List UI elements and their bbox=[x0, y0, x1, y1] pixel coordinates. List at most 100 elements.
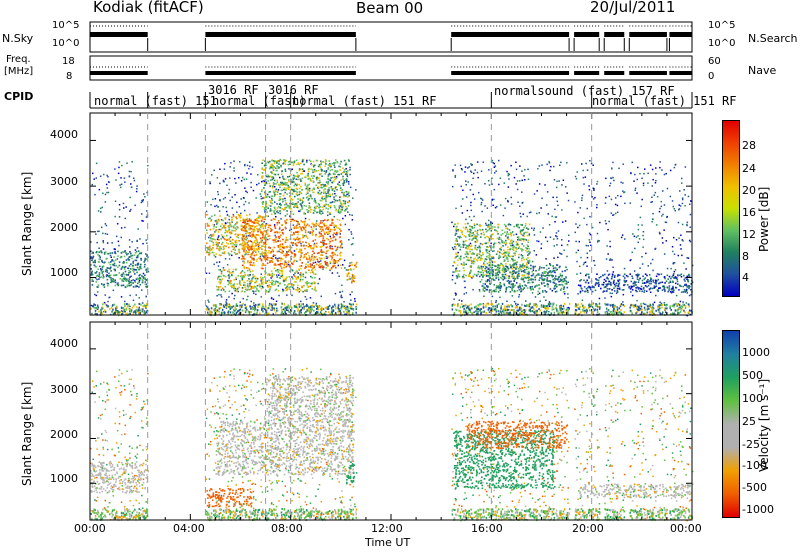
power-cell bbox=[281, 269, 283, 272]
power-cell bbox=[326, 189, 329, 191]
power-cell bbox=[248, 246, 250, 248]
power-cell bbox=[134, 273, 136, 275]
power-cell bbox=[299, 209, 302, 211]
power-cell bbox=[144, 283, 147, 286]
power-cell bbox=[314, 268, 317, 271]
power-cell bbox=[538, 165, 541, 167]
power-cell bbox=[492, 204, 494, 206]
power-cell bbox=[98, 247, 100, 249]
power-cell bbox=[116, 258, 119, 260]
power-cell bbox=[218, 281, 220, 283]
power-cell bbox=[112, 308, 114, 311]
power-cell bbox=[292, 219, 294, 222]
power-cell bbox=[562, 221, 564, 223]
power-cell bbox=[220, 219, 223, 221]
power-cell bbox=[288, 310, 290, 313]
power-cell bbox=[245, 178, 248, 180]
power-cell bbox=[689, 213, 692, 216]
power-cell bbox=[290, 220, 292, 223]
power-cell bbox=[486, 207, 489, 209]
power-cell bbox=[686, 257, 688, 259]
power-cell bbox=[126, 253, 128, 256]
power-cell bbox=[493, 162, 495, 165]
power-cell bbox=[597, 241, 599, 243]
power-cell bbox=[123, 177, 126, 179]
power-cell bbox=[107, 176, 109, 178]
power-cell bbox=[256, 218, 258, 221]
power-cell bbox=[320, 265, 322, 268]
power-cell bbox=[313, 224, 316, 226]
power-cell bbox=[301, 170, 304, 173]
power-cell bbox=[640, 309, 642, 311]
power-cell bbox=[316, 159, 319, 162]
power-cell bbox=[275, 169, 278, 172]
power-cell bbox=[317, 165, 320, 168]
power-cell bbox=[552, 271, 554, 273]
power-cell bbox=[241, 309, 244, 312]
power-cell bbox=[300, 229, 302, 231]
power-cell bbox=[257, 228, 259, 231]
power-cell bbox=[564, 311, 566, 314]
power-cell bbox=[640, 205, 642, 208]
power-cell bbox=[335, 307, 337, 310]
power-cell bbox=[581, 308, 584, 311]
power-cell bbox=[471, 184, 473, 186]
power-cell bbox=[275, 183, 277, 185]
power-cell bbox=[91, 259, 93, 261]
power-cell bbox=[620, 181, 622, 184]
power-cell bbox=[277, 166, 280, 169]
power-cell bbox=[306, 209, 308, 211]
power-cell bbox=[250, 261, 252, 264]
power-cell bbox=[95, 272, 97, 274]
power-cell bbox=[265, 290, 268, 292]
power-cell bbox=[222, 236, 224, 239]
power-cell bbox=[256, 258, 258, 261]
power-cell bbox=[265, 174, 267, 177]
power-cell bbox=[245, 226, 248, 229]
power-cell bbox=[293, 232, 295, 234]
power-cell bbox=[567, 199, 570, 202]
power-cell bbox=[106, 242, 109, 244]
power-cell bbox=[119, 256, 122, 259]
power-cell bbox=[231, 218, 233, 221]
power-cell bbox=[103, 253, 106, 255]
power-cell bbox=[231, 221, 233, 223]
power-cell bbox=[289, 163, 291, 166]
power-cell bbox=[240, 212, 242, 215]
power-cell bbox=[548, 303, 550, 306]
power-cell bbox=[503, 308, 505, 311]
power-cell bbox=[241, 229, 243, 232]
power-cell bbox=[311, 266, 313, 269]
power-cell bbox=[255, 248, 258, 250]
power-cell bbox=[271, 171, 274, 174]
power-cell bbox=[634, 247, 636, 250]
power-cell bbox=[323, 170, 326, 172]
power-cell bbox=[243, 262, 246, 264]
power-cell bbox=[224, 276, 227, 278]
power-cell bbox=[580, 256, 582, 259]
power-cell bbox=[222, 206, 224, 208]
power-cell bbox=[285, 306, 287, 309]
power-cell bbox=[347, 310, 350, 313]
power-cell bbox=[262, 223, 264, 226]
power-cell bbox=[636, 278, 639, 280]
power-cell bbox=[218, 293, 220, 296]
power-cell bbox=[314, 289, 317, 291]
power-cell bbox=[327, 228, 330, 231]
power-cell bbox=[574, 305, 577, 308]
power-cell bbox=[224, 231, 226, 234]
power-cell bbox=[118, 311, 120, 314]
power-cell bbox=[637, 166, 639, 169]
power-cell bbox=[583, 311, 586, 314]
power-cell bbox=[281, 252, 283, 254]
power-cell bbox=[300, 204, 302, 206]
power-cell bbox=[245, 236, 247, 239]
power-cell bbox=[276, 162, 278, 164]
power-cell bbox=[622, 182, 624, 184]
power-cell bbox=[593, 309, 596, 312]
power-cell bbox=[265, 203, 268, 206]
power-cell bbox=[245, 305, 247, 308]
power-cell bbox=[133, 177, 135, 179]
power-cell bbox=[311, 308, 313, 311]
power-cell bbox=[270, 257, 273, 259]
